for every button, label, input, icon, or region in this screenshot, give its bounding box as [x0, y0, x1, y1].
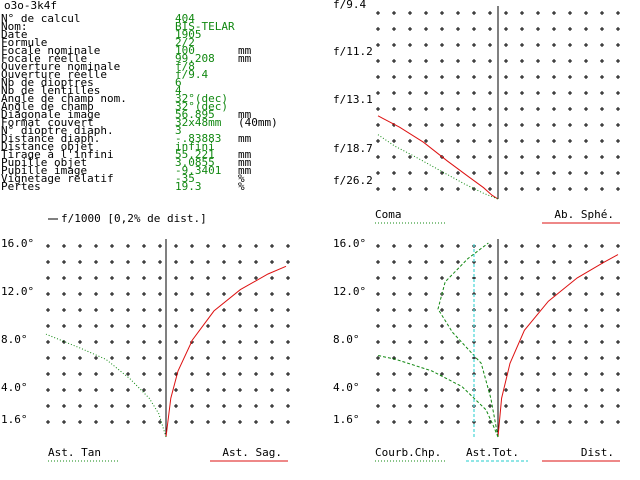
parameter-table: N° de calcul 404 Nom: BIS-TELAR Date 1905 Form… — [0, 0, 300, 195]
tick-label: 16.0° — [1, 237, 34, 250]
param-value: 4 — [175, 84, 182, 97]
param-label: Distance objet — [1, 140, 94, 153]
legend-label-left: Courb.Chp. — [375, 446, 441, 459]
param-value: -.83883 — [175, 132, 222, 145]
param-label: N° de calcul — [1, 12, 81, 25]
param-label: Pupille objet — [1, 156, 88, 169]
tick-label: 4.0° — [1, 381, 28, 394]
param-value: 404 — [175, 12, 195, 25]
param-unit: mm — [238, 164, 252, 177]
param-label: Distance diaph. — [1, 132, 101, 145]
legend-label-right: Dist. — [581, 446, 614, 459]
param-value: infini — [175, 140, 215, 153]
param-unit: mm — [238, 132, 252, 145]
param-label: N° dioptre diaph. — [1, 124, 114, 137]
param-value: 3.0855 — [175, 156, 215, 169]
tick-label: 12.0° — [333, 285, 366, 298]
param-label: Nom: — [1, 20, 28, 33]
param-unit: % — [238, 172, 245, 185]
param-value: -35 — [175, 172, 195, 185]
param-value: f/9.4 — [175, 68, 209, 81]
tick-label: 8.0° — [1, 333, 28, 346]
param-value: 56.895 — [175, 108, 215, 121]
param-unit: (40mm) — [238, 116, 278, 129]
tick-label: 16.0° — [333, 237, 366, 250]
param-value: 1905 — [175, 28, 202, 41]
param-label: Pupille image — [1, 164, 88, 177]
window-title: o3o-3k4f — [4, 0, 57, 12]
param-value: 32°(dec) — [175, 92, 228, 105]
tick-label: 4.0° — [333, 381, 360, 394]
param-value: 55.221 — [175, 148, 215, 161]
tick-label: 1.6° — [1, 413, 28, 426]
param-label: Vignetage relatif — [1, 172, 114, 185]
param-label: Focale nominale — [1, 44, 101, 57]
param-value: -9.3401 — [175, 164, 222, 177]
tick-label: 1.6° — [333, 413, 360, 426]
series-line — [377, 355, 499, 438]
param-label: Nb de lentilles — [1, 84, 101, 97]
param-value: 2/2 — [175, 36, 195, 49]
param-label: Date — [1, 28, 28, 41]
param-value: 6 — [175, 76, 182, 89]
param-value: 3 — [175, 124, 182, 137]
spherical-aberration-chart: f/9.4 f/11.2 f/13.1 f/18.7 f/26.2 Coma Ab. Sph… — [333, 0, 620, 224]
param-label: Focale réelle — [1, 52, 88, 65]
tick-label: f/18.7 — [333, 142, 373, 155]
param-label: Tirage à l'infini — [1, 148, 114, 161]
legend-label-mid: Ast.Tot. — [466, 446, 519, 459]
series-line — [165, 265, 287, 438]
param-value: 32x48mm — [175, 116, 222, 129]
param-value: 32°(dec) — [175, 100, 228, 113]
param-value: BIS-TELAR — [175, 20, 235, 33]
param-label: Diagonale image — [1, 108, 101, 121]
param-unit: % — [238, 180, 245, 193]
legend-label-right: Ast. Sag. — [222, 446, 282, 459]
param-unit: mm — [238, 148, 252, 161]
param-unit: mm — [238, 52, 252, 65]
param-label: Format couvert — [1, 116, 94, 129]
param-value: 99.208 — [175, 52, 215, 65]
series-line — [45, 333, 167, 438]
param-label: Ouverture réelle — [1, 68, 107, 81]
series-line — [377, 115, 499, 200]
astigmatism-chart: 16.0° 12.0° 8.0° 4.0° 1.6° f/1000 [0,2% de di… — [1, 212, 290, 462]
legend-label-right: Ab. Sphé. — [554, 208, 614, 221]
param-label: Angle de champ — [1, 100, 94, 113]
series-line — [497, 254, 619, 438]
series-line — [377, 134, 499, 200]
param-label: Angle de champ nom. — [1, 92, 127, 105]
param-value: 100 — [175, 44, 195, 57]
tick-label: 8.0° — [333, 333, 360, 346]
param-label: Pertes — [1, 180, 41, 193]
tick-label: f/26.2 — [333, 174, 373, 187]
tick-label: f/13.1 — [333, 93, 373, 106]
param-label: Nb de dioptres — [1, 76, 94, 89]
legend-label-left: Ast. Tan — [48, 446, 101, 459]
tick-label: f/11.2 — [333, 45, 373, 58]
param-value: 19.3 — [175, 180, 202, 193]
chart-header: f/1000 [0,2% de dist.] — [61, 212, 207, 225]
param-value: f/8 — [175, 60, 195, 73]
tick-label: f/9.4 — [333, 0, 366, 11]
param-unit: mm — [238, 44, 252, 57]
param-label: Formule — [1, 36, 48, 49]
param-label: Ouverture nominale — [1, 60, 121, 73]
series-line — [437, 242, 499, 438]
field-curvature-distortion-chart: 16.0° 12.0° 8.0° 4.0° 1.6° Courb.Chp. Ast.Tot.… — [333, 237, 620, 462]
legend-label-left: Coma — [375, 208, 402, 221]
tick-label: 12.0° — [1, 285, 34, 298]
param-unit: mm — [238, 156, 252, 169]
param-unit: mm — [238, 108, 252, 121]
